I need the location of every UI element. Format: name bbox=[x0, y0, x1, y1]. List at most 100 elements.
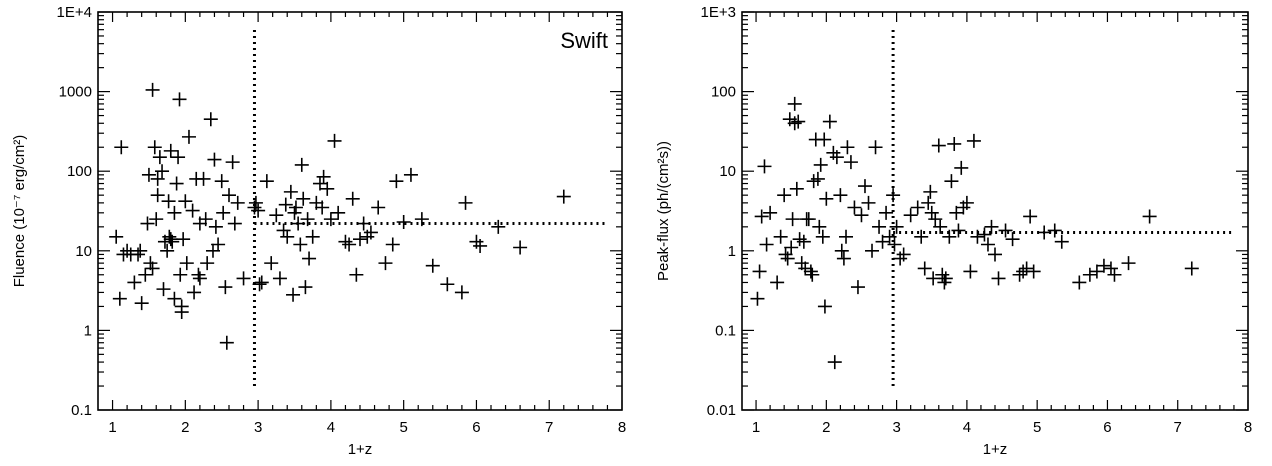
data-point bbox=[1023, 209, 1038, 224]
data-point bbox=[1072, 275, 1087, 290]
data-point bbox=[230, 195, 245, 210]
data-point bbox=[791, 114, 806, 129]
data-point bbox=[141, 167, 156, 182]
data-point bbox=[759, 237, 774, 252]
x-axis-title: 1+z bbox=[983, 441, 1008, 458]
data-point bbox=[854, 208, 869, 223]
data-point bbox=[1012, 267, 1027, 282]
y-tick-label: 1000 bbox=[59, 84, 92, 101]
data-point bbox=[817, 299, 832, 314]
data-point bbox=[1184, 261, 1199, 276]
data-point bbox=[150, 171, 165, 186]
data-point bbox=[363, 225, 378, 240]
data-point bbox=[315, 200, 330, 215]
x-tick-label: 7 bbox=[545, 419, 553, 436]
data-point bbox=[938, 271, 953, 286]
x-tick-label: 2 bbox=[822, 419, 830, 436]
data-point bbox=[133, 243, 148, 258]
plot-frame bbox=[741, 11, 1249, 411]
data-point bbox=[163, 232, 178, 247]
y-tick-label: 100 bbox=[67, 163, 92, 180]
x-tick-label: 6 bbox=[472, 419, 480, 436]
data-point bbox=[252, 277, 267, 292]
data-point bbox=[269, 208, 284, 223]
data-point bbox=[763, 205, 778, 220]
data-point bbox=[801, 212, 816, 227]
data-point bbox=[893, 251, 908, 266]
data-point bbox=[185, 203, 200, 218]
data-point bbox=[338, 234, 353, 249]
data-point bbox=[161, 194, 176, 209]
data-point bbox=[813, 157, 828, 172]
data-point bbox=[803, 264, 818, 279]
x-tick-label: 3 bbox=[254, 419, 262, 436]
data-point bbox=[389, 174, 404, 189]
data-point bbox=[937, 275, 952, 290]
data-point bbox=[342, 237, 357, 252]
data-point bbox=[926, 271, 941, 286]
data-point bbox=[167, 291, 182, 306]
data-point bbox=[171, 150, 186, 165]
y-tick-label: 1E+3 bbox=[701, 4, 736, 21]
data-point bbox=[296, 191, 311, 206]
data-point bbox=[959, 195, 974, 210]
data-point bbox=[425, 258, 440, 273]
data-point bbox=[356, 216, 371, 231]
data-point bbox=[174, 299, 189, 314]
plot-frame bbox=[97, 11, 623, 411]
data-point bbox=[378, 256, 393, 271]
data-point bbox=[931, 138, 946, 153]
x-tick-label: 4 bbox=[327, 419, 335, 436]
data-point bbox=[227, 216, 242, 231]
x-axis-title: 1+z bbox=[348, 441, 373, 458]
y-tick-label: 10 bbox=[75, 243, 92, 260]
data-point bbox=[861, 195, 876, 210]
data-point bbox=[834, 243, 849, 258]
data-point bbox=[998, 223, 1013, 238]
y-axis-title: Fluence (10⁻⁷ erg/cm²) bbox=[11, 135, 28, 288]
data-point bbox=[176, 232, 191, 247]
data-point bbox=[988, 247, 1002, 262]
data-point bbox=[298, 280, 313, 295]
x-tick-label: 1 bbox=[108, 419, 116, 436]
data-point bbox=[207, 152, 222, 167]
data-point bbox=[777, 188, 792, 203]
data-point bbox=[134, 296, 149, 311]
data-point bbox=[796, 234, 811, 249]
data-point bbox=[947, 136, 962, 151]
x-tick-label: 7 bbox=[1174, 419, 1182, 436]
data-point bbox=[127, 275, 142, 290]
y-tick-label: 100 bbox=[711, 84, 736, 101]
data-point bbox=[145, 82, 160, 97]
data-point bbox=[145, 261, 160, 276]
data-point bbox=[750, 291, 765, 306]
data-point bbox=[949, 205, 964, 220]
data-point bbox=[200, 256, 215, 271]
data-point bbox=[371, 200, 386, 215]
data-point bbox=[316, 169, 331, 184]
data-point bbox=[857, 179, 872, 194]
data-point bbox=[829, 150, 844, 165]
data-point bbox=[1054, 234, 1069, 249]
data-point bbox=[1107, 267, 1122, 282]
data-point bbox=[396, 215, 411, 230]
data-point bbox=[879, 205, 894, 220]
data-point bbox=[165, 234, 180, 249]
data-point bbox=[836, 251, 851, 266]
data-point bbox=[1103, 261, 1118, 276]
data-point bbox=[385, 237, 400, 252]
data-point bbox=[819, 191, 834, 206]
data-point bbox=[300, 212, 315, 227]
data-point bbox=[248, 195, 263, 210]
data-point bbox=[323, 212, 338, 227]
data-point bbox=[822, 114, 837, 129]
data-point bbox=[805, 267, 820, 282]
data-point bbox=[752, 264, 767, 279]
data-point bbox=[984, 219, 999, 234]
data-point bbox=[149, 212, 164, 227]
data-point bbox=[353, 232, 367, 247]
data-point bbox=[138, 267, 153, 282]
data-point bbox=[491, 219, 506, 234]
data-point bbox=[302, 251, 317, 266]
data-point bbox=[827, 355, 842, 370]
